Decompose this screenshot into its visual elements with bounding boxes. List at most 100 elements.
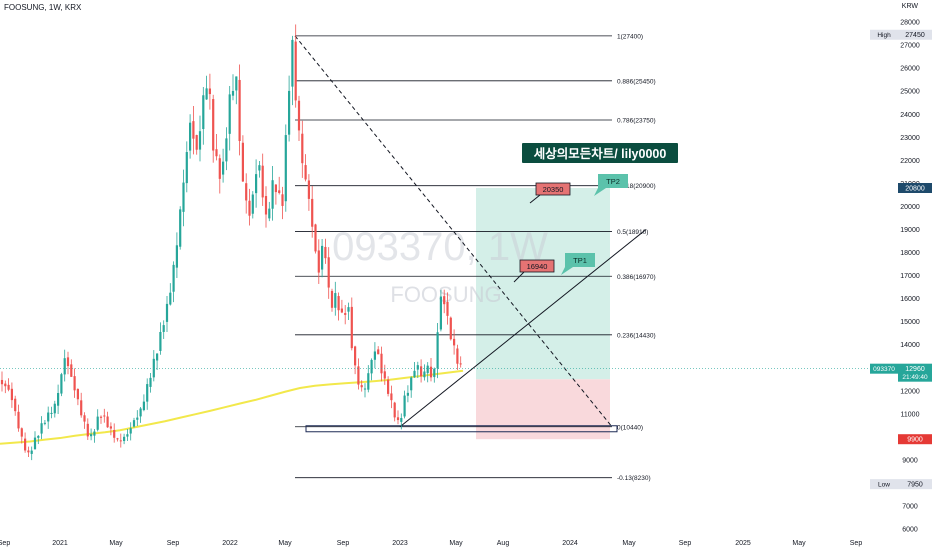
candle-body[interactable] — [347, 307, 350, 312]
candle-body[interactable] — [284, 135, 287, 202]
candle-body[interactable] — [142, 401, 145, 411]
candle-body[interactable] — [377, 349, 380, 355]
candle-body[interactable] — [66, 357, 70, 367]
candle-body[interactable] — [119, 440, 122, 442]
tp-callout[interactable] — [594, 174, 628, 196]
candle-body[interactable] — [27, 450, 30, 453]
candle-body[interactable] — [294, 41, 297, 101]
axis-price-label[interactable] — [898, 479, 932, 490]
candle-body[interactable] — [17, 411, 20, 429]
candle-body[interactable] — [146, 384, 149, 402]
symbol-header[interactable]: FOOSUNG, 1W, KRX — [4, 3, 82, 12]
candle-body[interactable] — [218, 158, 221, 179]
candle-body[interactable] — [198, 131, 202, 150]
candle-body[interactable] — [344, 313, 347, 315]
candle-body[interactable] — [271, 180, 274, 209]
candle-body[interactable] — [93, 431, 96, 436]
candle-body[interactable] — [370, 359, 373, 374]
candle-body[interactable] — [429, 366, 433, 378]
candle-body[interactable] — [10, 388, 13, 401]
candle-body[interactable] — [185, 152, 188, 184]
candle-body[interactable] — [396, 417, 400, 421]
candle-body[interactable] — [179, 209, 182, 247]
candle-body[interactable] — [99, 416, 103, 418]
candle-body[interactable] — [387, 379, 390, 394]
candle-body[interactable] — [443, 296, 446, 305]
candle-body[interactable] — [255, 174, 258, 194]
candle-body[interactable] — [212, 99, 215, 151]
candle-body[interactable] — [449, 317, 452, 340]
candle-body[interactable] — [245, 183, 248, 201]
candle-body[interactable] — [90, 434, 93, 437]
candle-body[interactable] — [446, 301, 449, 316]
candle-body[interactable] — [208, 88, 211, 95]
candle-body[interactable] — [33, 437, 37, 450]
candle-body[interactable] — [304, 165, 307, 180]
candle-body[interactable] — [60, 374, 63, 394]
candle-body[interactable] — [288, 90, 291, 135]
candle-body[interactable] — [317, 250, 320, 273]
candle-body[interactable] — [14, 398, 17, 412]
candle-body[interactable] — [76, 389, 79, 400]
candle-body[interactable] — [86, 423, 89, 437]
candle-body[interactable] — [57, 393, 60, 406]
candle-body[interactable] — [189, 122, 192, 151]
candle-body[interactable] — [106, 416, 109, 428]
candle-body[interactable] — [30, 450, 33, 454]
candle-body[interactable] — [7, 384, 10, 390]
candle-body[interactable] — [261, 165, 264, 198]
candle-body[interactable] — [156, 353, 159, 361]
candle-body[interactable] — [241, 142, 244, 182]
candle-body[interactable] — [96, 416, 99, 430]
candle-body[interactable] — [20, 428, 23, 437]
candle-body[interactable] — [231, 91, 235, 96]
axis-price-label[interactable] — [898, 434, 932, 445]
axis-price-label[interactable] — [898, 183, 932, 193]
candle-body[interactable] — [116, 438, 119, 440]
candle-body[interactable] — [40, 423, 43, 434]
candle-body[interactable] — [165, 303, 169, 322]
candle-body[interactable] — [103, 415, 106, 417]
candle-body[interactable] — [459, 363, 462, 365]
candle-body[interactable] — [380, 353, 383, 374]
candle-body[interactable] — [80, 400, 83, 416]
candle-body[interactable] — [423, 371, 426, 378]
candle-body[interactable] — [53, 403, 56, 414]
candle-body[interactable] — [205, 88, 208, 100]
candle-body[interactable] — [215, 149, 218, 157]
candle-body[interactable] — [301, 133, 304, 164]
candle-body[interactable] — [383, 371, 386, 379]
candle-body[interactable] — [453, 338, 456, 346]
axis-price-label[interactable] — [898, 29, 932, 40]
candle-body[interactable] — [439, 296, 442, 330]
candle-body[interactable] — [291, 39, 294, 87]
candle-body[interactable] — [159, 331, 162, 351]
candle-body[interactable] — [393, 402, 396, 418]
candle-body[interactable] — [63, 358, 66, 375]
candle-body[interactable] — [360, 385, 363, 388]
candle-body[interactable] — [222, 161, 225, 175]
candle-body[interactable] — [354, 346, 357, 366]
candle-body[interactable] — [426, 365, 429, 374]
candle-body[interactable] — [136, 417, 139, 420]
candle-body[interactable] — [129, 428, 132, 434]
candle-body[interactable] — [37, 435, 40, 438]
candle-body[interactable] — [456, 348, 459, 364]
candle-body[interactable] — [278, 190, 281, 193]
candle-body[interactable] — [363, 388, 367, 390]
candle-body[interactable] — [113, 429, 116, 438]
candle-body[interactable] — [162, 325, 165, 332]
candle-body[interactable] — [149, 377, 152, 387]
candle-body[interactable] — [73, 376, 76, 391]
candle-body[interactable] — [4, 383, 7, 387]
candle-body[interactable] — [416, 365, 419, 370]
candle-body[interactable] — [410, 377, 413, 391]
target-price-tag[interactable] — [519, 259, 555, 273]
candle-body[interactable] — [109, 426, 112, 429]
candle-body[interactable] — [175, 245, 178, 268]
candle-body[interactable] — [50, 412, 53, 414]
candle-body[interactable] — [281, 194, 284, 206]
candle-body[interactable] — [132, 420, 136, 427]
candle-body[interactable] — [311, 198, 314, 227]
candle-body[interactable] — [251, 194, 254, 214]
